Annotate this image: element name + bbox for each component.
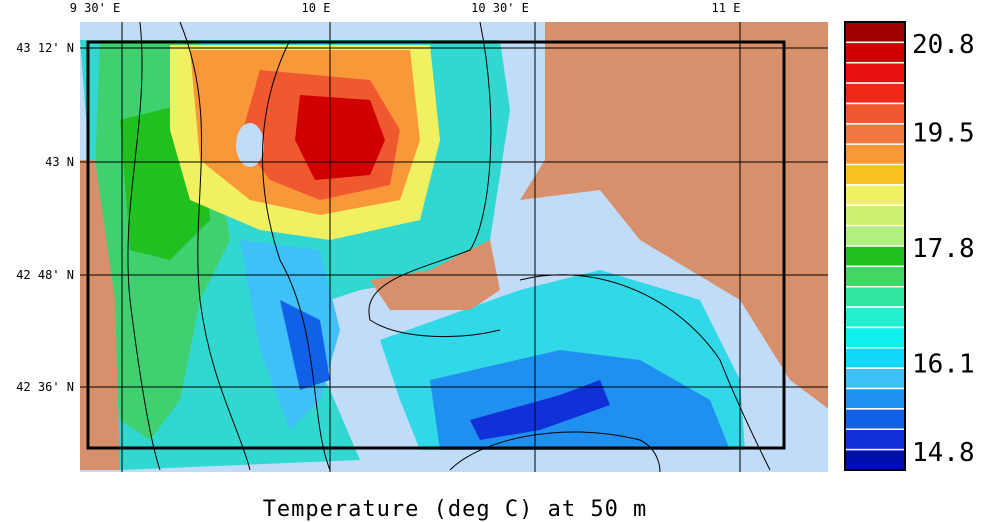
colorbar-swatch	[844, 367, 906, 390]
graticule	[80, 22, 828, 472]
colorbar-swatch	[844, 387, 906, 410]
temp-field	[280, 300, 330, 390]
colorbar-swatch	[844, 224, 906, 247]
colorbar-swatch	[844, 204, 906, 227]
colorbar-swatch	[844, 347, 906, 369]
colorbar-swatch	[844, 306, 906, 329]
colorbar: 20.8 19.5 17.8 16.1 14.8	[844, 21, 975, 471]
lat-label: 42 36' N	[16, 380, 74, 394]
lat-label: 42 48' N	[16, 268, 74, 282]
temp-field	[295, 95, 385, 180]
colorbar-swatch	[844, 21, 906, 44]
island-shelf	[347, 355, 383, 415]
colorbar-label: 19.5	[912, 118, 975, 148]
colorbar-label: 14.8	[912, 438, 975, 468]
lon-label: 10 E	[302, 1, 331, 15]
colorbar-swatch	[844, 82, 906, 105]
coast	[80, 160, 120, 470]
colorbar-swatch	[844, 102, 906, 125]
colorbar-swatch	[844, 245, 906, 268]
map-area	[80, 22, 828, 472]
colorbar-label: 20.8	[912, 30, 975, 60]
colorbar-swatch	[844, 428, 906, 451]
colorbar-swatch	[844, 61, 906, 84]
frame-box	[86, 40, 786, 450]
colorbar-swatch	[844, 326, 906, 349]
lat-label: 43 N	[45, 155, 74, 169]
colorbar-swatch	[844, 448, 906, 471]
isobaths	[127, 22, 771, 472]
temp-field	[470, 380, 610, 440]
lon-label: 11 E	[712, 1, 741, 15]
colorbar-label: 16.1	[912, 350, 975, 380]
lon-label: 10 30' E	[471, 1, 529, 15]
colorbar-swatch	[844, 123, 906, 145]
temp-field	[236, 123, 264, 167]
colorbar-swatch	[844, 163, 906, 186]
lon-label: 9 30' E	[70, 1, 121, 15]
colorbar-swatch	[844, 41, 906, 64]
colorbar-swatch	[844, 184, 906, 207]
axis-labels: 9 30' E 10 E 10 30' E 11 E 43 12' N 43 N…	[16, 1, 740, 394]
colorbar-swatch	[844, 143, 906, 166]
colorbar-label: 17.8	[912, 234, 975, 264]
colorbar-swatch	[844, 408, 906, 431]
colorbar-swatch	[844, 285, 906, 308]
colorbar-swatch	[844, 265, 906, 288]
colorbar-frame	[844, 21, 906, 471]
lat-label: 43 12' N	[16, 41, 74, 55]
map-title: Temperature (deg C) at 50 m	[263, 497, 648, 522]
